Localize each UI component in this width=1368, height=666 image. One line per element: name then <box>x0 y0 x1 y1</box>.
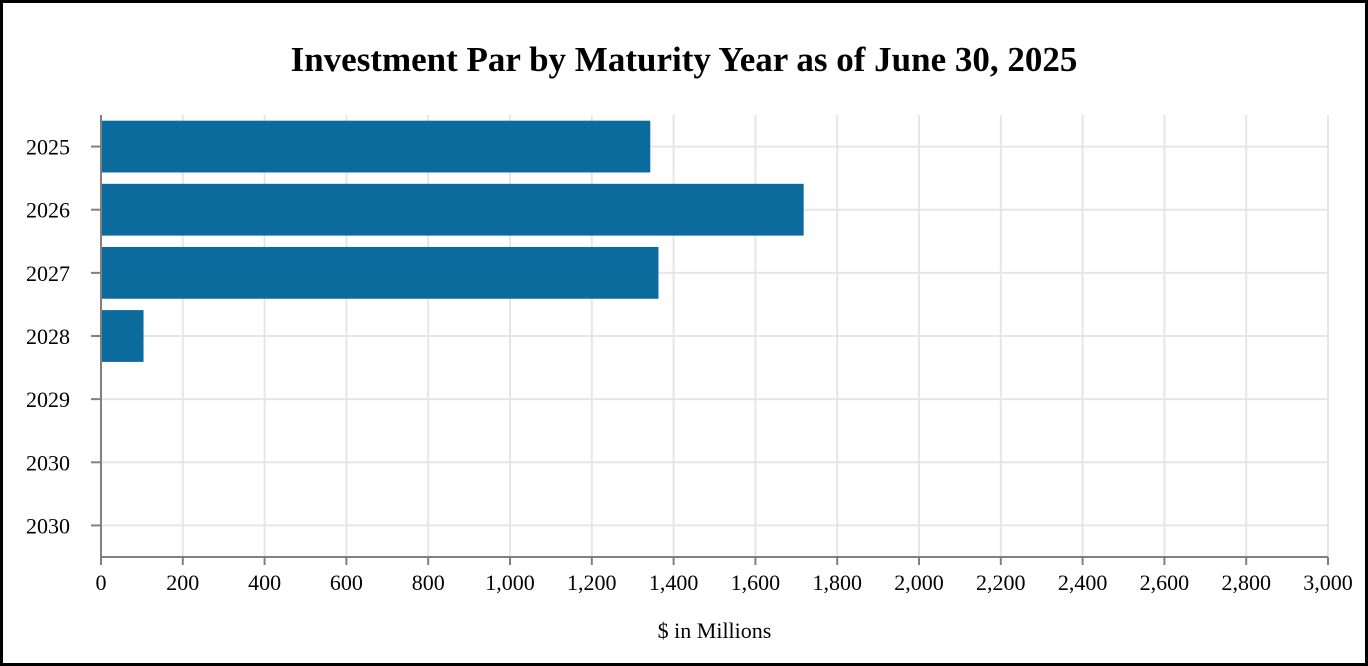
grid-lines <box>101 115 1329 557</box>
x-tick-label: 3,000 <box>1303 570 1353 595</box>
x-tick-label: 800 <box>412 570 445 595</box>
y-tick-label: 2026 <box>26 198 70 223</box>
x-tick-label: 1,400 <box>649 570 699 595</box>
x-tick-label: 200 <box>166 570 199 595</box>
bars <box>102 120 804 362</box>
x-tick-label: 1,200 <box>567 570 617 595</box>
x-tick-label: 1,600 <box>731 570 781 595</box>
x-axis-title: $ in Millions <box>658 618 772 643</box>
y-tick-label: 2028 <box>26 324 70 349</box>
x-tick-label: 1,000 <box>485 570 535 595</box>
x-tick-label: 2,800 <box>1221 570 1271 595</box>
chart-title: Investment Par by Maturity Year as of Ju… <box>290 40 1078 79</box>
y-tick-label: 2025 <box>26 135 70 160</box>
y-tick-label: 2030 <box>26 513 70 538</box>
y-tick-label: 2027 <box>26 261 70 286</box>
x-tick-label: 600 <box>330 570 363 595</box>
bar-2027 <box>102 246 659 299</box>
x-tick-label: 2,000 <box>894 570 944 595</box>
x-tick-label: 2,200 <box>976 570 1026 595</box>
x-tick-label: 400 <box>248 570 281 595</box>
bar-2028 <box>102 310 144 362</box>
x-tick-label: 2,600 <box>1140 570 1190 595</box>
bar-2026 <box>102 183 804 236</box>
bar-2025 <box>102 120 651 173</box>
tick-labels: 0 200 400 600 800 1,000 1,200 1,400 1,600 1,800 2,… <box>26 135 1353 595</box>
axes <box>91 115 1329 565</box>
x-tick-label: 0 <box>96 570 107 595</box>
x-tick-label: 2,400 <box>1058 570 1108 595</box>
x-tick-label: 1,800 <box>812 570 862 595</box>
y-tick-label: 2030 <box>26 450 70 475</box>
y-tick-label: 2029 <box>26 387 70 412</box>
